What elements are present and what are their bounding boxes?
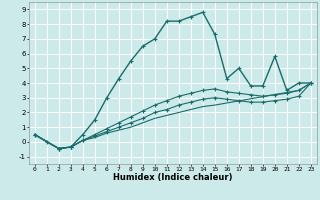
X-axis label: Humidex (Indice chaleur): Humidex (Indice chaleur) xyxy=(113,173,233,182)
